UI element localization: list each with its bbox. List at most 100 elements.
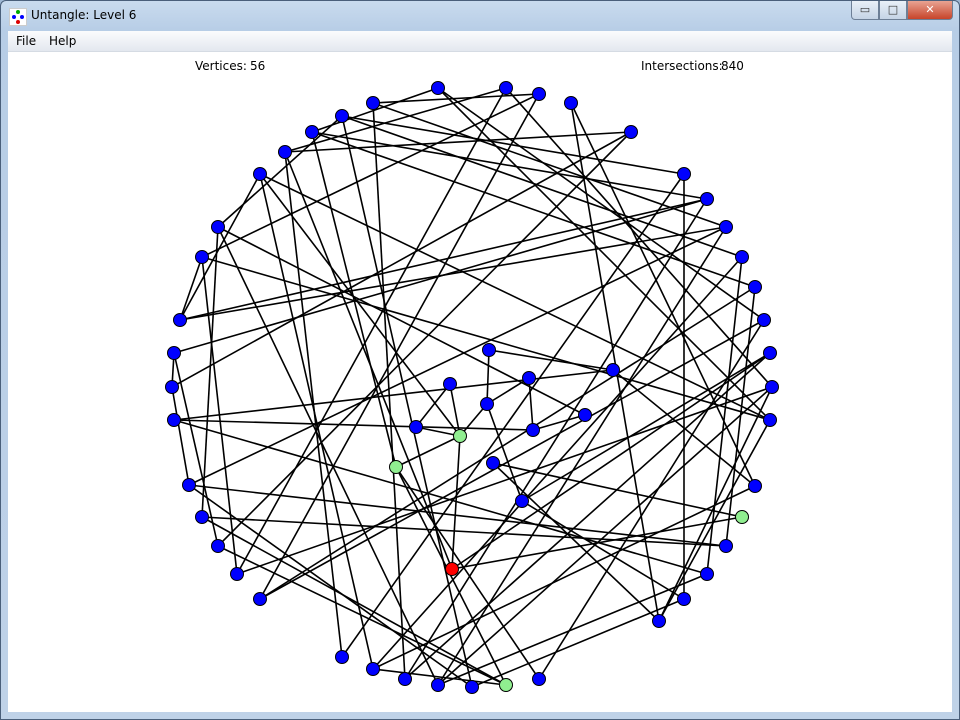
graph-vertex[interactable] bbox=[757, 313, 771, 327]
graph-edge bbox=[236, 87, 507, 575]
graph-vertex[interactable] bbox=[305, 125, 319, 139]
graph-vertex[interactable] bbox=[763, 346, 777, 360]
graph-vertex[interactable] bbox=[366, 96, 380, 110]
graph-edge bbox=[173, 198, 708, 354]
graph-vertex[interactable] bbox=[700, 192, 714, 206]
graph-edge bbox=[395, 466, 540, 680]
graph-vertex[interactable] bbox=[211, 220, 225, 234]
graph-edge bbox=[217, 131, 632, 547]
graph-vertex[interactable] bbox=[515, 494, 529, 508]
graph-edge bbox=[201, 226, 219, 518]
graph-edge bbox=[658, 386, 773, 622]
graph-vertex[interactable] bbox=[652, 614, 666, 628]
graph-vertex[interactable] bbox=[748, 280, 762, 294]
graph-vertex[interactable] bbox=[167, 346, 181, 360]
graph-vertex[interactable] bbox=[182, 478, 196, 492]
graph-edge bbox=[486, 349, 490, 405]
graph-vertex[interactable] bbox=[564, 96, 578, 110]
graph-edge bbox=[415, 426, 461, 437]
graph-edge bbox=[341, 173, 685, 658]
graph-vertex[interactable] bbox=[431, 81, 445, 95]
graph-vertex[interactable] bbox=[677, 592, 691, 606]
graph-edge bbox=[217, 115, 343, 228]
graph-vertex[interactable] bbox=[453, 429, 467, 443]
graph-edge bbox=[570, 102, 660, 622]
graph-vertex[interactable] bbox=[719, 220, 733, 234]
minimize-button[interactable]: ▭ bbox=[851, 1, 879, 20]
graph-vertex[interactable] bbox=[443, 377, 457, 391]
graph-vertex[interactable] bbox=[195, 250, 209, 264]
graph-edge bbox=[505, 87, 773, 388]
graph-vertex[interactable] bbox=[173, 313, 187, 327]
graph-vertex[interactable] bbox=[526, 423, 540, 437]
graph-vertex[interactable] bbox=[532, 672, 546, 686]
graph-vertex[interactable] bbox=[735, 250, 749, 264]
untangle-app-icon bbox=[9, 8, 27, 26]
graph-edge bbox=[492, 462, 660, 622]
graph-vertex[interactable] bbox=[532, 87, 546, 101]
graph-edge bbox=[311, 131, 708, 200]
graph-vertex[interactable] bbox=[606, 363, 620, 377]
graph-vertex[interactable] bbox=[480, 397, 494, 411]
graph-edge bbox=[173, 352, 219, 547]
graph-edge bbox=[259, 286, 756, 600]
graph-edge bbox=[415, 383, 451, 428]
graph-edge bbox=[395, 435, 461, 468]
graph-edge bbox=[570, 102, 756, 487]
graph-vertex[interactable] bbox=[366, 662, 380, 676]
graph-vertex[interactable] bbox=[165, 380, 179, 394]
graph-vertex[interactable] bbox=[677, 167, 691, 181]
graph-edge bbox=[492, 462, 743, 518]
intersections-count: 840 bbox=[721, 59, 744, 73]
graph-edge bbox=[437, 573, 708, 686]
graph-vertex[interactable] bbox=[431, 678, 445, 692]
graph-edge bbox=[486, 377, 530, 405]
graph-edge bbox=[372, 102, 727, 228]
graph-vertex[interactable] bbox=[486, 456, 500, 470]
graph-vertex[interactable] bbox=[389, 460, 403, 474]
graph-vertex[interactable] bbox=[211, 539, 225, 553]
menu-file[interactable]: File bbox=[16, 34, 37, 48]
graph-edge bbox=[612, 369, 756, 487]
graph-vertex[interactable] bbox=[230, 567, 244, 581]
graph-edge bbox=[171, 386, 190, 486]
graph-vertex[interactable] bbox=[765, 380, 779, 394]
graph-vertex[interactable] bbox=[700, 567, 714, 581]
graph-vertex[interactable] bbox=[335, 650, 349, 664]
graph-vertex[interactable] bbox=[278, 145, 292, 159]
game-canvas[interactable]: Vertices: 56 Intersections: 840 bbox=[8, 52, 952, 712]
graph-vertex[interactable] bbox=[167, 413, 181, 427]
graph-vertex[interactable] bbox=[409, 420, 423, 434]
graph-edge bbox=[341, 115, 473, 688]
maximize-button[interactable]: □ bbox=[879, 1, 907, 20]
graph-edge bbox=[404, 198, 708, 680]
graph-vertex[interactable] bbox=[482, 343, 496, 357]
graph-vertex[interactable] bbox=[335, 109, 349, 123]
graph-edge bbox=[173, 419, 534, 431]
graph-vertex[interactable] bbox=[499, 678, 513, 692]
title-bar[interactable]: Untangle: Level 6 ▭ □ ✕ bbox=[1, 1, 959, 31]
graph-vertex[interactable] bbox=[253, 592, 267, 606]
graph-vertex[interactable] bbox=[465, 680, 479, 694]
graph-vertex[interactable] bbox=[499, 81, 513, 95]
graph-vertex[interactable] bbox=[748, 479, 762, 493]
graph-vertex[interactable] bbox=[624, 125, 638, 139]
graph-edge bbox=[311, 131, 756, 288]
graph-vertex[interactable] bbox=[735, 510, 749, 524]
close-button[interactable]: ✕ bbox=[907, 1, 953, 20]
menu-help[interactable]: Help bbox=[49, 34, 77, 48]
graph-edge bbox=[179, 173, 261, 321]
graph-vertex[interactable] bbox=[398, 672, 412, 686]
graph-edge bbox=[372, 256, 743, 670]
graph-vertex[interactable] bbox=[578, 408, 592, 422]
graph-vertex[interactable] bbox=[522, 371, 536, 385]
graph-vertex[interactable] bbox=[445, 562, 459, 576]
graph-vertex[interactable] bbox=[195, 510, 209, 524]
graph-vertex[interactable] bbox=[253, 167, 267, 181]
graph-edge bbox=[437, 226, 727, 686]
graph-vertex[interactable] bbox=[763, 413, 777, 427]
vertices-label: Vertices: bbox=[195, 59, 247, 73]
graph-vertex[interactable] bbox=[719, 539, 733, 553]
graph-edge bbox=[284, 87, 507, 153]
